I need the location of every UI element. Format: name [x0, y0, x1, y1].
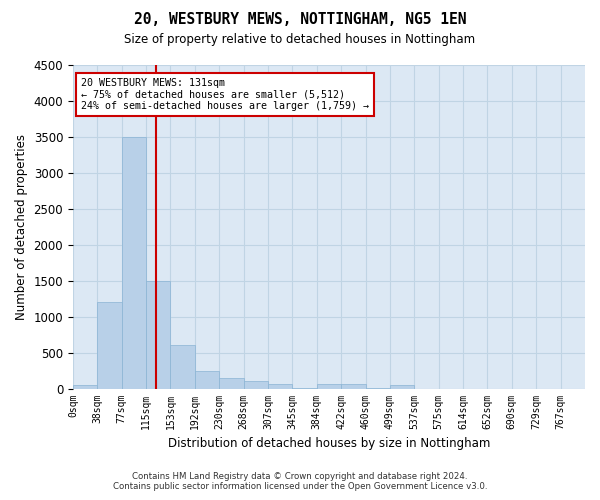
Bar	[97, 302, 122, 388]
Text: 20, WESTBURY MEWS, NOTTINGHAM, NG5 1EN: 20, WESTBURY MEWS, NOTTINGHAM, NG5 1EN	[134, 12, 466, 28]
Bar	[170, 346, 195, 389]
Y-axis label: Number of detached properties: Number of detached properties	[15, 134, 28, 320]
Text: 20 WESTBURY MEWS: 131sqm
← 75% of detached houses are smaller (5,512)
24% of sem: 20 WESTBURY MEWS: 131sqm ← 75% of detach…	[82, 78, 370, 111]
Bar	[73, 385, 97, 388]
Bar	[317, 384, 341, 388]
X-axis label: Distribution of detached houses by size in Nottingham: Distribution of detached houses by size …	[168, 437, 490, 450]
Bar	[244, 382, 268, 388]
Bar	[341, 384, 365, 388]
Bar	[219, 378, 244, 388]
Bar	[390, 385, 415, 388]
Text: Size of property relative to detached houses in Nottingham: Size of property relative to detached ho…	[124, 32, 476, 46]
Text: Contains HM Land Registry data © Crown copyright and database right 2024.
Contai: Contains HM Land Registry data © Crown c…	[113, 472, 487, 491]
Bar	[122, 137, 146, 388]
Bar	[146, 280, 170, 388]
Bar	[268, 384, 292, 388]
Bar	[195, 370, 219, 388]
